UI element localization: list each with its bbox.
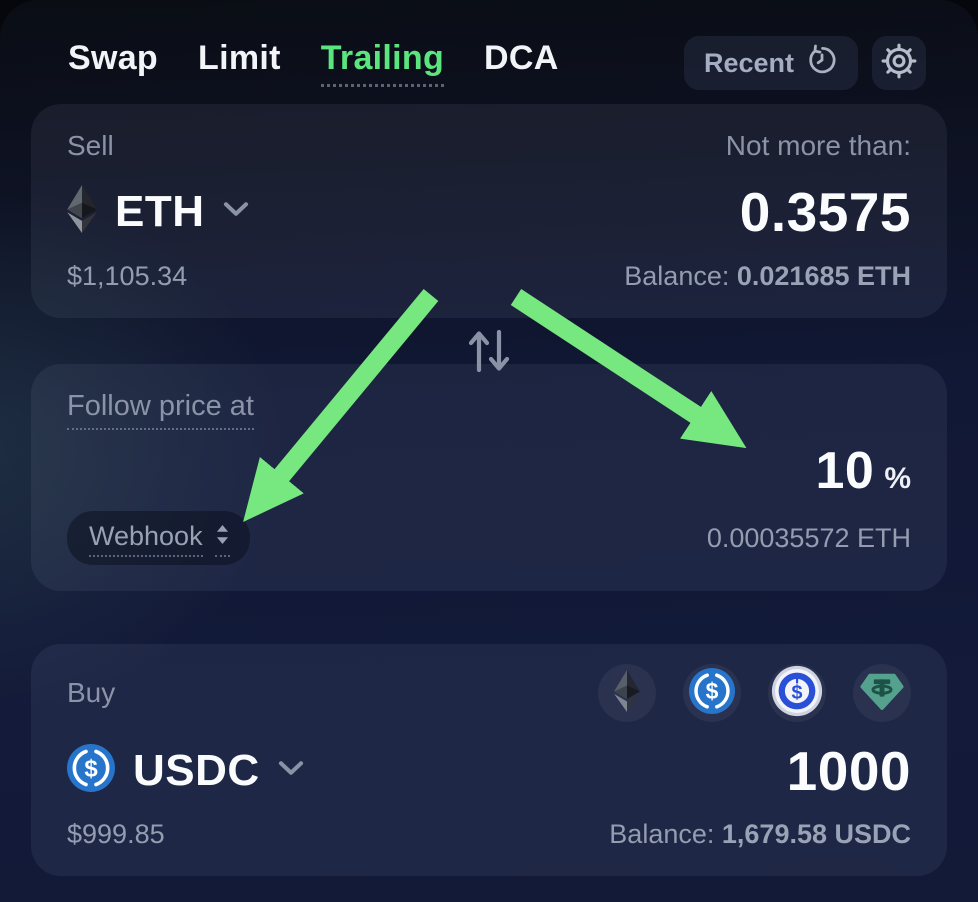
sell-balance-label: Balance: bbox=[624, 261, 730, 291]
tab-bar: Swap Limit Trailing DCA bbox=[68, 39, 559, 87]
buy-amount-input[interactable]: 1000 bbox=[786, 739, 911, 802]
sell-token-selector[interactable]: ETH bbox=[67, 185, 249, 238]
tab-trailing[interactable]: Trailing bbox=[320, 39, 445, 87]
tab-dca[interactable]: DCA bbox=[484, 39, 559, 77]
gear-icon bbox=[880, 42, 918, 85]
usdc-icon: $ bbox=[67, 744, 115, 797]
recent-button[interactable]: Recent bbox=[683, 36, 858, 90]
buy-usd-value: $999.85 bbox=[67, 819, 165, 849]
tab-limit[interactable]: Limit bbox=[198, 39, 281, 77]
chevron-down-icon bbox=[223, 201, 249, 222]
svg-text:$: $ bbox=[706, 678, 719, 704]
sell-token-symbol: ETH bbox=[115, 186, 205, 236]
quick-token-usdc-button[interactable]: $ bbox=[683, 664, 741, 722]
sell-card: Sell Not more than: E bbox=[31, 104, 947, 318]
webhook-selector-label: Webhook bbox=[89, 521, 203, 557]
eth-icon bbox=[614, 669, 640, 717]
webhook-selector[interactable]: Webhook bbox=[67, 511, 250, 565]
settings-button[interactable] bbox=[872, 36, 926, 90]
not-more-than-label: Not more than: bbox=[725, 130, 911, 161]
history-icon bbox=[806, 44, 838, 83]
buy-label: Buy bbox=[67, 677, 116, 708]
dollar-coin-icon: $ bbox=[771, 665, 823, 722]
trail-percent-input[interactable]: 10 bbox=[815, 441, 875, 500]
quick-token-dollar-coin-button[interactable]: $ bbox=[768, 664, 826, 722]
sell-amount-input[interactable]: 0.3575 bbox=[739, 180, 911, 243]
cards-container: Sell Not more than: E bbox=[31, 104, 947, 876]
buy-token-selector[interactable]: $ USDC bbox=[67, 744, 304, 797]
sell-balance: Balance: 0.021685 ETH bbox=[624, 261, 911, 292]
svg-text:$: $ bbox=[792, 681, 803, 703]
quick-token-row: $ $ bbox=[598, 664, 911, 722]
eth-icon bbox=[67, 185, 97, 238]
header-actions: Recent bbox=[683, 36, 926, 90]
sort-icon bbox=[214, 521, 230, 557]
quick-token-usdt-button[interactable] bbox=[853, 664, 911, 722]
buy-token-symbol: USDC bbox=[133, 745, 260, 795]
usdc-icon: $ bbox=[689, 667, 735, 719]
sell-label: Sell bbox=[67, 130, 114, 161]
recent-button-label: Recent bbox=[703, 47, 794, 78]
usdt-icon bbox=[856, 666, 908, 721]
swap-direction-button[interactable] bbox=[459, 324, 519, 383]
quick-token-eth-button[interactable] bbox=[598, 664, 656, 722]
buy-balance-value: 1,679.58 USDC bbox=[721, 819, 911, 849]
follow-price-label[interactable]: Follow price at bbox=[67, 390, 254, 430]
sell-usd-value: $1,105.34 bbox=[67, 261, 188, 291]
swap-arrows-icon bbox=[459, 329, 519, 382]
follow-price-card: Follow price at 10 % Webhook 0.00035572 … bbox=[31, 364, 947, 591]
header: Swap Limit Trailing DCA Recent bbox=[0, 0, 978, 90]
chevron-down-icon bbox=[278, 760, 304, 781]
sell-balance-value: 0.021685 ETH bbox=[736, 261, 911, 291]
tab-swap[interactable]: Swap bbox=[68, 39, 159, 77]
svg-text:$: $ bbox=[84, 756, 98, 783]
buy-card: Buy bbox=[31, 644, 947, 876]
buy-balance: Balance: 1,679.58 USDC bbox=[609, 819, 911, 850]
percent-sign: % bbox=[884, 461, 911, 495]
trail-converted-value: 0.00035572 ETH bbox=[706, 522, 911, 553]
buy-balance-label: Balance: bbox=[609, 819, 715, 849]
